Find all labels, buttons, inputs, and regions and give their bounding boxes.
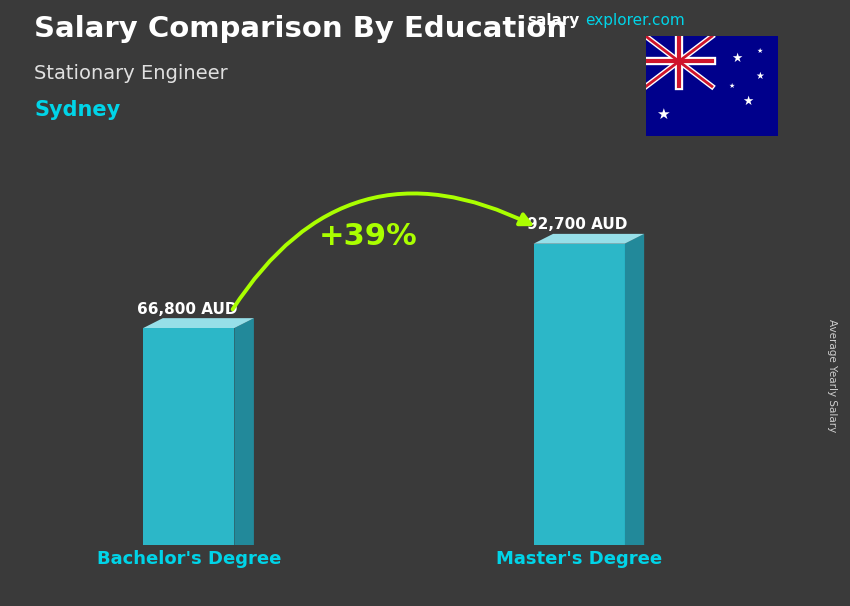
Text: salary: salary (527, 13, 580, 28)
Text: ★: ★ (743, 95, 754, 108)
Polygon shape (625, 234, 644, 545)
Text: Stationary Engineer: Stationary Engineer (34, 64, 228, 82)
Text: explorer.com: explorer.com (585, 13, 684, 28)
Polygon shape (144, 318, 254, 328)
Text: ★: ★ (756, 48, 762, 55)
Text: +39%: +39% (319, 222, 417, 251)
Text: 66,800 AUD: 66,800 AUD (137, 302, 237, 316)
Text: ★: ★ (731, 52, 743, 65)
Polygon shape (235, 318, 254, 545)
Polygon shape (534, 244, 625, 545)
Text: Salary Comparison By Education: Salary Comparison By Education (34, 15, 567, 43)
Text: ★: ★ (728, 84, 734, 89)
Text: ★: ★ (755, 72, 763, 81)
Text: 92,700 AUD: 92,700 AUD (527, 218, 627, 232)
Text: Average Yearly Salary: Average Yearly Salary (827, 319, 837, 432)
Polygon shape (534, 234, 644, 244)
Polygon shape (144, 328, 235, 545)
Text: Sydney: Sydney (34, 100, 120, 120)
Text: ★: ★ (655, 107, 669, 122)
